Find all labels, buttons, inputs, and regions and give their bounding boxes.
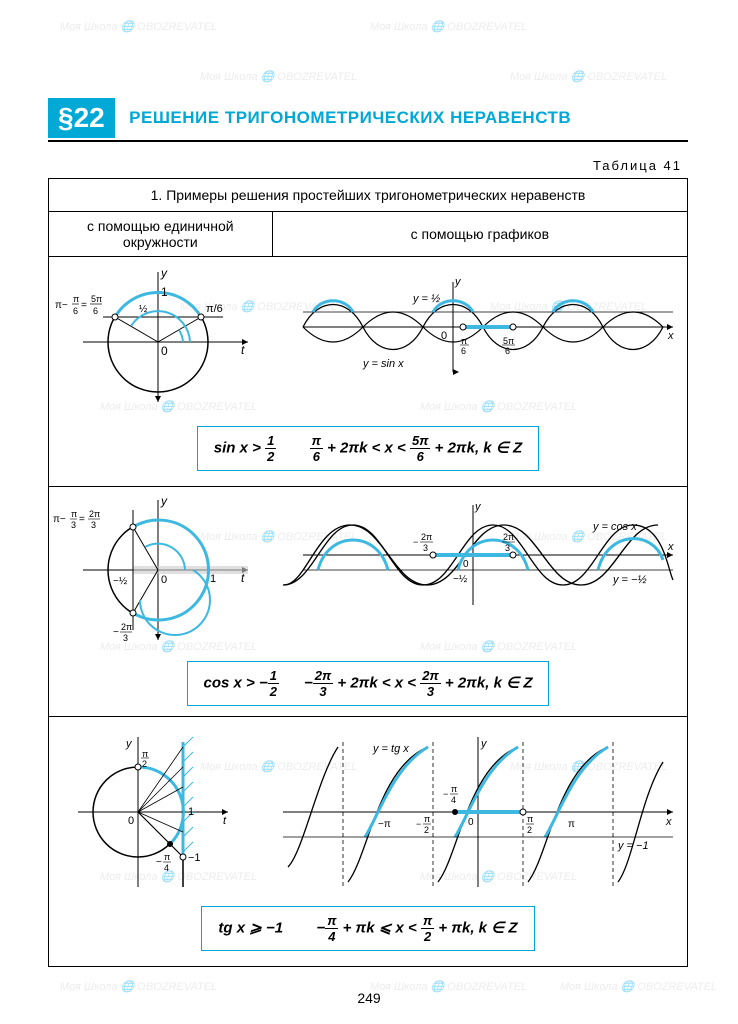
watermark: Моя Школа 🌐 OBOZREVATEL xyxy=(200,70,357,83)
svg-text:3: 3 xyxy=(91,520,96,530)
table-label: Таблица 41 xyxy=(593,158,682,173)
svg-text:π/6: π/6 xyxy=(206,303,223,315)
cos-diagrams: y t 0 1 −½ π− π3 = 2π3 − 2π3 xyxy=(53,492,683,652)
svg-text:1: 1 xyxy=(188,806,194,818)
svg-text:x: x xyxy=(667,330,674,342)
svg-text:6: 6 xyxy=(73,306,78,316)
col-header-graph: с помощью графиков xyxy=(272,212,687,257)
watermark: Моя Школа 🌐 OBOZREVATEL xyxy=(510,70,667,83)
svg-text:3: 3 xyxy=(423,543,428,553)
svg-text:0: 0 xyxy=(161,344,168,358)
svg-text:π: π xyxy=(73,294,79,304)
svg-text:π: π xyxy=(451,784,457,794)
svg-text:π−: π− xyxy=(53,514,66,525)
svg-text:−: − xyxy=(113,627,119,638)
svg-text:−1: −1 xyxy=(188,852,201,864)
tg-row: y t 0 1 −1 π2 − π4 xyxy=(49,717,688,967)
svg-text:3: 3 xyxy=(71,520,76,530)
svg-text:y = −1: y = −1 xyxy=(617,840,649,852)
sin-diagrams: y t 0 1 ½ π/6 π− π6 = 5π6 xyxy=(53,267,683,417)
svg-text:3: 3 xyxy=(123,633,128,643)
svg-text:2π: 2π xyxy=(503,532,514,542)
svg-text:x: x xyxy=(667,541,674,553)
svg-text:y = ½: y = ½ xyxy=(412,293,440,305)
svg-text:y = tg x: y = tg x xyxy=(372,743,409,755)
svg-text:y = −½: y = −½ xyxy=(612,574,647,586)
watermark: Моя Школа 🌐 OBOZREVATEL xyxy=(60,20,217,33)
svg-text:π: π xyxy=(142,749,148,759)
svg-text:−π: −π xyxy=(378,819,391,830)
svg-text:y: y xyxy=(160,267,168,280)
svg-text:π: π xyxy=(71,509,77,519)
chapter-header: §22 РЕШЕНИЕ ТРИГОНОМЕТРИЧЕСКИХ НЕРАВЕНСТ… xyxy=(48,98,688,142)
svg-text:0: 0 xyxy=(468,817,474,828)
svg-text:=: = xyxy=(79,514,85,525)
svg-text:y: y xyxy=(480,738,488,750)
page-number: 249 xyxy=(0,990,738,1006)
chapter-badge: §22 xyxy=(48,98,115,138)
svg-text:−: − xyxy=(413,537,418,547)
svg-text:0: 0 xyxy=(161,574,167,586)
cos-row: y t 0 1 −½ π− π3 = 2π3 − 2π3 xyxy=(49,487,688,717)
svg-text:2π: 2π xyxy=(121,622,132,632)
svg-text:6: 6 xyxy=(93,306,98,316)
svg-text:y: y xyxy=(125,738,133,750)
svg-text:π−: π− xyxy=(55,300,68,311)
svg-text:π: π xyxy=(461,336,467,346)
svg-text:5π: 5π xyxy=(91,294,102,304)
tg-diagrams: y t 0 1 −1 π2 − π4 xyxy=(53,727,683,897)
svg-text:−: − xyxy=(416,819,421,829)
svg-text:6: 6 xyxy=(461,346,466,356)
svg-text:½: ½ xyxy=(139,304,148,315)
svg-text:π: π xyxy=(424,814,430,824)
main-table: 1. Примеры решения простейших тригономет… xyxy=(48,178,688,967)
svg-text:3: 3 xyxy=(505,543,510,553)
svg-text:π: π xyxy=(164,852,170,862)
svg-text:2π: 2π xyxy=(89,509,100,519)
svg-text:−½: −½ xyxy=(113,576,128,587)
svg-text:y = sin x: y = sin x xyxy=(362,358,404,370)
svg-text:t: t xyxy=(241,343,245,357)
section-title: 1. Примеры решения простейших тригономет… xyxy=(49,179,688,212)
svg-text:0: 0 xyxy=(128,815,134,827)
svg-text:π: π xyxy=(568,819,575,830)
svg-text:5π: 5π xyxy=(503,336,514,346)
svg-text:1: 1 xyxy=(210,573,216,585)
svg-text:1: 1 xyxy=(161,285,168,299)
svg-text:y: y xyxy=(454,276,462,288)
svg-text:−½: −½ xyxy=(453,574,468,585)
tg-formula: tg x ⩾ −1 −π4 + πk ⩽ x < π2 + πk, k ∈ Z xyxy=(201,906,534,951)
col-header-circle: с помощью единичной окружности xyxy=(49,212,273,257)
svg-text:y: y xyxy=(474,501,482,513)
svg-text:−: − xyxy=(443,789,448,799)
svg-text:4: 4 xyxy=(164,863,169,873)
svg-text:2: 2 xyxy=(142,759,147,769)
svg-text:2: 2 xyxy=(424,825,429,835)
svg-text:t: t xyxy=(223,815,227,827)
svg-text:π: π xyxy=(527,814,533,824)
chapter-title: РЕШЕНИЕ ТРИГОНОМЕТРИЧЕСКИХ НЕРАВЕНСТВ xyxy=(129,108,571,128)
svg-text:−: − xyxy=(156,857,162,868)
svg-text:2: 2 xyxy=(527,825,532,835)
svg-text:0: 0 xyxy=(441,330,447,342)
cos-formula: cos x > −12 −2π3 + 2πk < x < 2π3 + 2πk, … xyxy=(187,661,550,706)
svg-text:4: 4 xyxy=(451,795,456,805)
watermark: Моя Школа 🌐 OBOZREVATEL xyxy=(370,20,527,33)
svg-text:y = cos x: y = cos x xyxy=(592,521,637,533)
svg-text:=: = xyxy=(81,300,87,311)
svg-text:x: x xyxy=(665,816,672,828)
svg-text:y: y xyxy=(160,494,168,508)
svg-text:0: 0 xyxy=(463,559,469,570)
sin-row: y t 0 1 ½ π/6 π− π6 = 5π6 xyxy=(49,257,688,487)
sin-formula: sin x > 12 π6 + 2πk < x < 5π6 + 2πk, k ∈… xyxy=(197,426,539,471)
svg-text:2π: 2π xyxy=(421,532,432,542)
svg-text:6: 6 xyxy=(505,346,510,356)
